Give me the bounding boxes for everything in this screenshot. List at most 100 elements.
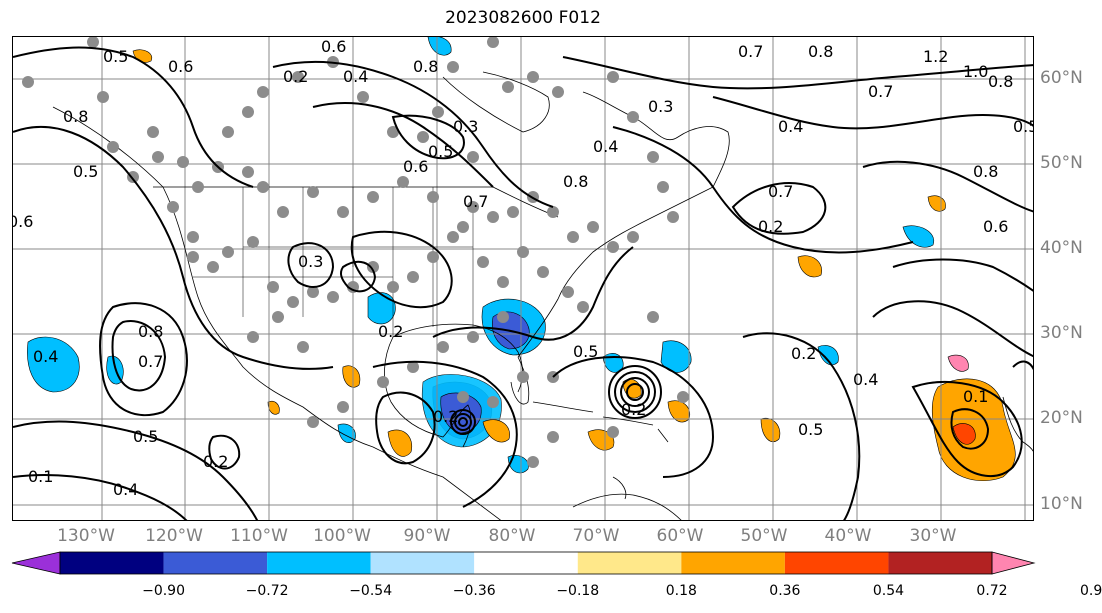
station-dot	[97, 91, 109, 103]
map-panel[interactable]: 0.5 0.6 0.8 0.3 0.2 0.4 0.6 0.7 0.5 0.8 1.2 1.0 0.8 0…	[12, 36, 1034, 521]
contour-line	[339, 260, 377, 293]
contour-line	[13, 46, 254, 188]
contour-label: 1.2	[923, 47, 948, 66]
contour-label: 0.3	[298, 252, 323, 271]
station-dot	[657, 181, 669, 193]
station-dot	[552, 86, 564, 98]
contour-line	[391, 114, 465, 160]
graticule	[13, 37, 1033, 520]
storm-ring	[454, 413, 472, 431]
canada-east	[582, 91, 730, 188]
coastlines	[52, 71, 1033, 520]
hurricane-ring	[620, 377, 650, 407]
blue-shade-caribbean	[507, 455, 529, 474]
contour-label: 0.2	[203, 452, 228, 471]
station-dot	[607, 426, 619, 438]
station-dot	[497, 311, 509, 323]
contour-line	[552, 356, 715, 478]
station-dot	[367, 261, 379, 273]
contour-label: 0.6	[403, 157, 428, 176]
colorbar-segment	[784, 552, 889, 574]
contour-label: 0.4	[853, 370, 878, 389]
contour-label: 0.7	[738, 42, 763, 61]
station-dot	[427, 251, 439, 263]
station-dot	[427, 191, 439, 203]
station-dot	[607, 241, 619, 253]
station-dot	[242, 166, 254, 178]
contour-label: 0.4	[113, 480, 138, 499]
contour-label: 0.2	[621, 400, 646, 419]
contour-line	[1012, 360, 1033, 371]
orange-shade-caribbean-2	[587, 429, 615, 451]
station-dot	[487, 396, 499, 408]
colorbar-tick-label: −0.36	[452, 583, 496, 599]
station-dot	[247, 331, 259, 343]
station-dot	[537, 266, 549, 278]
station-dot	[192, 181, 204, 193]
station-dot	[242, 106, 254, 118]
station-dot	[467, 201, 479, 213]
africa-coast	[1002, 396, 1033, 452]
colorbar-tick-label: −0.90	[142, 583, 185, 599]
station-dot	[87, 37, 99, 48]
orange-shade-east	[927, 195, 946, 212]
contour-line	[612, 126, 914, 254]
station-dot	[222, 246, 234, 258]
contour-label: 0.6	[321, 37, 346, 56]
contour-label: 0.7	[138, 352, 163, 371]
contour-line	[375, 391, 436, 465]
station-dot	[487, 211, 499, 223]
contour-labels: 0.50.60.80.30.2 0.40.60.70.50.81.21.00.80…	[13, 37, 1033, 499]
colorbar-tick-label: −0.72	[245, 583, 289, 599]
longitude-label: 110°W	[230, 526, 288, 546]
contour-label: 0.6	[983, 217, 1008, 236]
station-dot	[327, 291, 339, 303]
contour-line	[287, 242, 335, 288]
storm-ring	[450, 409, 476, 435]
station-dot	[502, 81, 514, 93]
caribbean-islands	[532, 401, 669, 500]
contour-line	[99, 302, 188, 417]
station-dot	[307, 186, 319, 198]
contour-line	[911, 381, 1023, 478]
hudson-bay	[442, 71, 550, 133]
colorbar-segment	[474, 552, 578, 574]
station-dot	[487, 37, 499, 48]
station-dot	[297, 341, 309, 353]
contour-line	[731, 182, 827, 235]
station-dot	[247, 236, 259, 248]
station-dot	[432, 106, 444, 118]
station-dot	[627, 111, 639, 123]
storm-ring	[458, 417, 468, 427]
station-dot	[517, 246, 529, 258]
station-dot	[562, 286, 574, 298]
contour-line	[350, 230, 453, 309]
contour-label: 0.4	[33, 347, 58, 366]
latitude-label: 50°N	[1040, 153, 1083, 173]
station-dot	[367, 191, 379, 203]
orange-shade-north	[132, 49, 153, 63]
blue-shade-pacific	[27, 336, 80, 393]
colorbar-segment	[163, 552, 268, 574]
station-dot	[577, 301, 589, 313]
latitude-label: 30°N	[1040, 323, 1083, 343]
orange-shade-sw	[267, 400, 280, 415]
contour-label: 0.2	[283, 67, 308, 86]
station-dot	[187, 251, 199, 263]
hurricane-ring	[608, 365, 662, 419]
station-dot	[397, 176, 409, 188]
contour-label: 0.2	[378, 322, 403, 341]
contour-label: 0.8	[413, 57, 438, 76]
contour-line	[862, 160, 1033, 213]
longitude-label: 130°W	[57, 526, 115, 546]
longitude-label: 30°W	[909, 526, 957, 546]
contour-label: 0.8	[563, 172, 588, 191]
colorbar-extend-high	[991, 551, 1036, 575]
station-dot	[547, 431, 559, 443]
station-dot	[507, 206, 519, 218]
station-dot	[477, 256, 489, 268]
contour-lines	[13, 46, 1033, 520]
station-dot	[547, 206, 559, 218]
longitude-label: 60°W	[656, 526, 704, 546]
station-dot	[347, 281, 359, 293]
